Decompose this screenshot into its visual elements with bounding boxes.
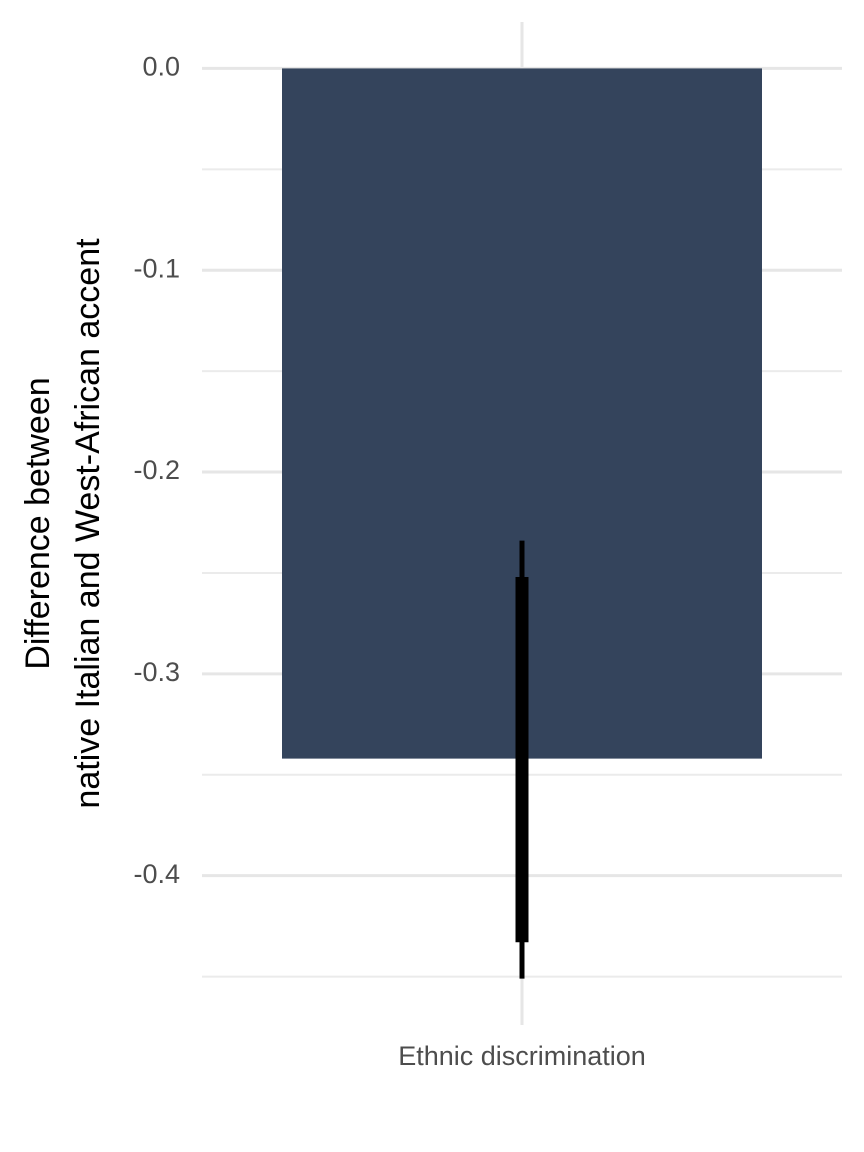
y-tick-label: -0.3 — [133, 657, 180, 687]
y-tick-label: -0.1 — [133, 253, 180, 283]
y-tick-label: -0.4 — [133, 859, 180, 889]
y-axis-title: Difference between — [19, 377, 57, 669]
y-tick-label: 0.0 — [142, 52, 180, 82]
y-tick-label: -0.2 — [133, 455, 180, 485]
x-tick-label: Ethnic discrimination — [398, 1041, 646, 1071]
y-axis-title: native Italian and West-African accent — [69, 238, 107, 809]
